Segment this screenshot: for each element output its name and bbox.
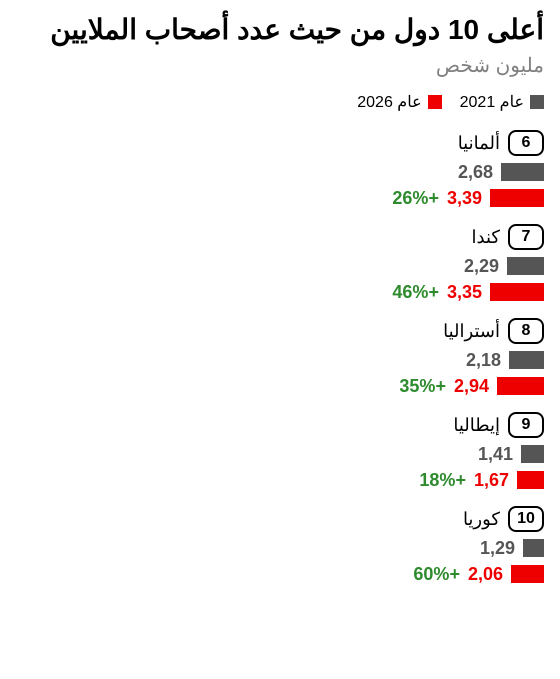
pct-change: +26%	[392, 188, 439, 209]
bar-2021	[509, 351, 544, 369]
legend-swatch-2021	[530, 95, 544, 109]
countries-container: 6 ألمانيا 2,68 3,39 +26% 7 كندا 2,29 3,3…	[16, 130, 544, 586]
bar-2026	[517, 471, 544, 489]
value-2026: 2,94	[454, 376, 489, 397]
bar-row-2021: 1,41	[16, 442, 544, 466]
bar-2021	[507, 257, 544, 275]
value-2026: 3,39	[447, 188, 482, 209]
chart-subtitle: مليون شخص	[16, 53, 544, 78]
pct-change: +46%	[392, 282, 439, 303]
bar-row-2021: 2,29	[16, 254, 544, 278]
legend-item-2026: عام 2026	[357, 92, 441, 112]
value-2021: 1,41	[478, 444, 513, 465]
country-header: 7 كندا	[16, 224, 544, 250]
country-name: كوريا	[463, 509, 500, 530]
legend: عام 2021 عام 2026	[16, 92, 544, 112]
bar-2026	[490, 283, 544, 301]
bar-row-2021: 1,29	[16, 536, 544, 560]
pct-change: +35%	[399, 376, 446, 397]
rank-badge: 10	[508, 506, 544, 532]
country-name: ألمانيا	[458, 133, 500, 154]
country-block: 9 إيطاليا 1,41 1,67 +18%	[16, 412, 544, 492]
country-block: 8 أستراليا 2,18 2,94 +35%	[16, 318, 544, 398]
country-block: 10 كوريا 1,29 2,06 +60%	[16, 506, 544, 586]
bar-2021	[501, 163, 544, 181]
value-2021: 1,29	[480, 538, 515, 559]
bar-2026	[490, 189, 544, 207]
bar-row-2021: 2,68	[16, 160, 544, 184]
bar-row-2026: 3,35 +46%	[16, 280, 544, 304]
bar-2026	[511, 565, 544, 583]
rank-badge: 8	[508, 318, 544, 344]
country-name: أستراليا	[443, 321, 500, 342]
bar-row-2021: 2,18	[16, 348, 544, 372]
country-header: 6 ألمانيا	[16, 130, 544, 156]
rank-badge: 7	[508, 224, 544, 250]
pct-change: +18%	[419, 470, 466, 491]
country-header: 9 إيطاليا	[16, 412, 544, 438]
legend-swatch-2026	[428, 95, 442, 109]
bar-row-2026: 3,39 +26%	[16, 186, 544, 210]
bar-row-2026: 1,67 +18%	[16, 468, 544, 492]
country-header: 10 كوريا	[16, 506, 544, 532]
pct-change: +60%	[413, 564, 460, 585]
country-name: كندا	[472, 227, 500, 248]
bar-2021	[521, 445, 544, 463]
country-name: إيطاليا	[453, 415, 500, 436]
rank-badge: 9	[508, 412, 544, 438]
value-2021: 2,68	[458, 162, 493, 183]
value-2026: 2,06	[468, 564, 503, 585]
value-2026: 3,35	[447, 282, 482, 303]
bar-2026	[497, 377, 544, 395]
rank-badge: 6	[508, 130, 544, 156]
legend-item-2021: عام 2021	[460, 92, 544, 112]
chart-title: أعلى 10 دول من حيث عدد أصحاب الملايين	[16, 12, 544, 47]
country-header: 8 أستراليا	[16, 318, 544, 344]
bar-row-2026: 2,06 +60%	[16, 562, 544, 586]
country-block: 7 كندا 2,29 3,35 +46%	[16, 224, 544, 304]
legend-label-2026: عام 2026	[357, 92, 421, 112]
legend-label-2021: عام 2021	[460, 92, 524, 112]
country-block: 6 ألمانيا 2,68 3,39 +26%	[16, 130, 544, 210]
value-2026: 1,67	[474, 470, 509, 491]
value-2021: 2,29	[464, 256, 499, 277]
value-2021: 2,18	[466, 350, 501, 371]
bar-row-2026: 2,94 +35%	[16, 374, 544, 398]
bar-2021	[523, 539, 544, 557]
